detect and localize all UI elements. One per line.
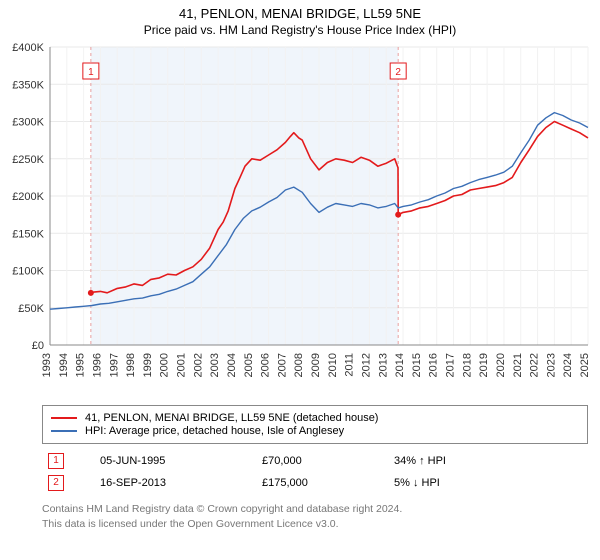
legend-box: 41, PENLON, MENAI BRIDGE, LL59 5NE (deta…: [42, 405, 588, 444]
svg-text:2002: 2002: [192, 353, 204, 377]
svg-text:£50K: £50K: [18, 303, 44, 315]
svg-text:2005: 2005: [243, 353, 255, 377]
event-delta: 5% ↓ HPI: [388, 472, 588, 494]
svg-text:1993: 1993: [41, 353, 53, 377]
svg-text:2008: 2008: [293, 353, 305, 377]
svg-text:2017: 2017: [445, 353, 457, 377]
footer-line-1: Contains HM Land Registry data © Crown c…: [42, 502, 588, 517]
svg-text:2025: 2025: [579, 353, 591, 377]
svg-text:2018: 2018: [461, 353, 473, 377]
event-number-box: 1: [48, 453, 64, 469]
legend-item: HPI: Average price, detached house, Isle…: [51, 425, 579, 437]
event-date: 05-JUN-1995: [94, 450, 256, 472]
event-row: 2 16-SEP-2013£175,0005% ↓ HPI: [42, 472, 588, 494]
price-chart: £0 £50K £100K £150K £200K £250K £300K £350K £400…: [0, 39, 600, 399]
svg-text:2004: 2004: [226, 353, 238, 377]
svg-text:2006: 2006: [260, 353, 272, 377]
svg-text:2016: 2016: [428, 353, 440, 377]
svg-text:1994: 1994: [58, 353, 70, 377]
svg-text:1: 1: [88, 67, 94, 78]
svg-text:2013: 2013: [377, 353, 389, 377]
event-price: £70,000: [256, 450, 388, 472]
legend-swatch: [51, 430, 77, 432]
svg-text:2011: 2011: [344, 353, 356, 377]
svg-text:£0: £0: [32, 340, 44, 352]
title-address: 41, PENLON, MENAI BRIDGE, LL59 5NE: [0, 6, 600, 21]
svg-text:2010: 2010: [327, 353, 339, 377]
event-price: £175,000: [256, 472, 388, 494]
events-table: 1 05-JUN-1995£70,00034% ↑ HPI 2 16-SEP-2013…: [42, 450, 588, 494]
legend-item: 41, PENLON, MENAI BRIDGE, LL59 5NE (deta…: [51, 412, 579, 424]
svg-text:£150K: £150K: [12, 228, 44, 240]
event-date: 16-SEP-2013: [94, 472, 256, 494]
svg-text:2: 2: [395, 67, 401, 78]
svg-text:£100K: £100K: [12, 266, 44, 278]
svg-text:£300K: £300K: [12, 117, 44, 129]
event-delta: 34% ↑ HPI: [388, 450, 588, 472]
event-number-box: 2: [48, 475, 64, 491]
svg-text:1997: 1997: [108, 353, 120, 377]
svg-text:2015: 2015: [411, 353, 423, 377]
legend-label: 41, PENLON, MENAI BRIDGE, LL59 5NE (deta…: [85, 412, 378, 424]
svg-text:1995: 1995: [75, 353, 87, 377]
svg-text:2022: 2022: [529, 353, 541, 377]
svg-text:2023: 2023: [545, 353, 557, 377]
svg-text:2012: 2012: [360, 353, 372, 377]
svg-text:2019: 2019: [478, 353, 490, 377]
svg-text:2024: 2024: [562, 353, 574, 377]
svg-text:2000: 2000: [159, 353, 171, 377]
svg-text:1996: 1996: [91, 353, 103, 377]
svg-text:£400K: £400K: [12, 42, 44, 54]
title-subtitle: Price paid vs. HM Land Registry's House …: [0, 23, 600, 37]
svg-text:2009: 2009: [310, 353, 322, 377]
svg-text:2003: 2003: [209, 353, 221, 377]
svg-text:£200K: £200K: [12, 191, 44, 203]
svg-text:2014: 2014: [394, 353, 406, 377]
svg-text:2001: 2001: [176, 353, 188, 377]
svg-text:£250K: £250K: [12, 154, 44, 166]
svg-text:2007: 2007: [276, 353, 288, 377]
svg-text:1998: 1998: [125, 353, 137, 377]
legend-swatch: [51, 417, 77, 419]
attribution-footer: Contains HM Land Registry data © Crown c…: [42, 502, 588, 531]
event-row: 1 05-JUN-1995£70,00034% ↑ HPI: [42, 450, 588, 472]
legend-label: HPI: Average price, detached house, Isle…: [85, 425, 344, 437]
svg-text:£350K: £350K: [12, 79, 44, 91]
svg-text:1999: 1999: [142, 353, 154, 377]
svg-text:2021: 2021: [512, 353, 524, 377]
svg-text:2020: 2020: [495, 353, 507, 377]
footer-line-2: This data is licensed under the Open Gov…: [42, 517, 588, 532]
